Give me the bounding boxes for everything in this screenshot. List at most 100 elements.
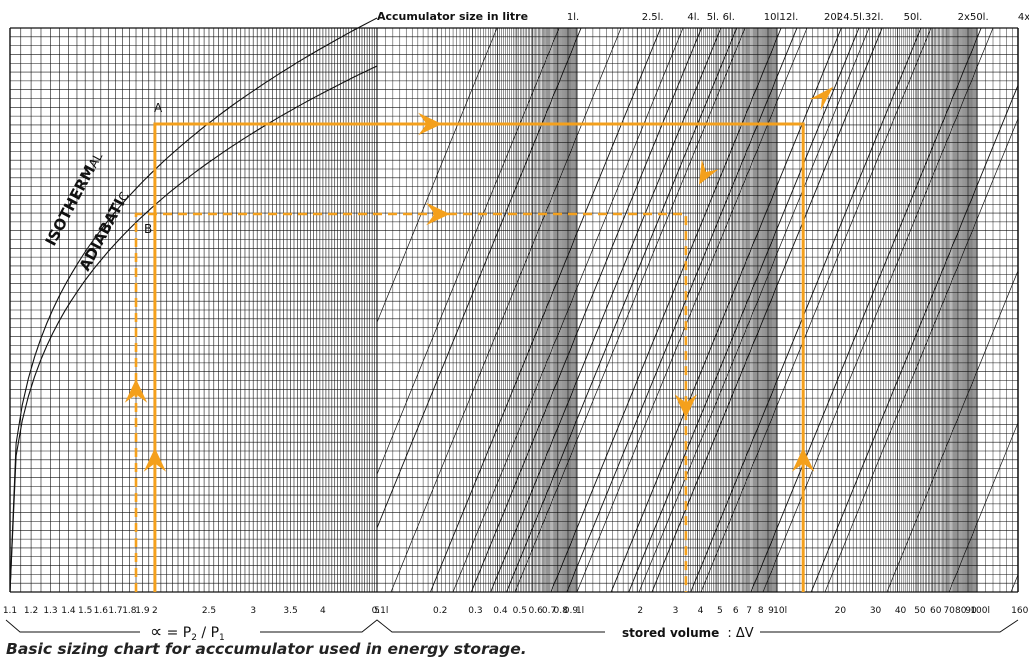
right-axis-label-main: stored volume bbox=[622, 626, 719, 640]
right-tick-label: 40 bbox=[895, 606, 907, 616]
right-tick-label: 1l bbox=[576, 606, 584, 616]
left-tick-label: 1.2 bbox=[24, 606, 38, 616]
right-tick-label: 80 bbox=[955, 606, 967, 616]
alpha-eq: = P bbox=[162, 625, 191, 641]
accumulator-size-label: 24.5l. bbox=[837, 12, 865, 23]
accumulator-size-label: 4l. bbox=[687, 12, 699, 23]
diagonal-line bbox=[638, 28, 870, 592]
right-tick-label: 10l bbox=[773, 606, 787, 616]
right-tick-label: 0.1l bbox=[372, 606, 389, 616]
left-tick-label: 1.7 bbox=[108, 606, 122, 616]
label-layer: 1l. 2.5l. 4l. 5l. 6l. 10l.12l. 20l.24.5l. 32l. 5… bbox=[3, 12, 1029, 633]
curve-label-adiabatic-main: ADIABATI bbox=[76, 196, 129, 274]
route-b-arrow-right bbox=[426, 202, 450, 226]
right-tick-label: 0.4 bbox=[493, 606, 508, 616]
right-tick-label: 8 bbox=[758, 606, 764, 616]
point-label-a: A bbox=[154, 101, 163, 115]
accumulator-size-label: 4x50l. bbox=[1018, 12, 1029, 23]
diagonal-line bbox=[824, 117, 1018, 592]
right-tick-label: 6 bbox=[733, 606, 739, 616]
right-tick-label: 60 bbox=[930, 606, 942, 616]
curve-layer bbox=[9, 17, 1018, 593]
diagonal-line bbox=[377, 28, 560, 476]
left-tick-label: 4 bbox=[320, 606, 326, 616]
route-a-arrow-diagonal bbox=[809, 86, 834, 111]
left-tick-label: 1.3 bbox=[43, 606, 57, 616]
accumulator-size-label: 20l. bbox=[824, 12, 843, 23]
route-a-arrow-up bbox=[143, 448, 167, 472]
left-tick-label: 1.8 bbox=[122, 606, 137, 616]
route-layer bbox=[124, 86, 834, 592]
accumulator-line bbox=[628, 28, 860, 592]
accumulator-size-label: 50l. bbox=[904, 12, 923, 23]
left-tick-label: 1.5 bbox=[78, 606, 92, 616]
accumulator-line bbox=[377, 28, 582, 530]
diagonal-line bbox=[390, 28, 622, 592]
accumulator-size-label: 6l. bbox=[723, 12, 735, 23]
diagonal-line bbox=[762, 28, 994, 592]
accumulator-size-label: 10l. bbox=[764, 12, 783, 23]
diagonal-line bbox=[576, 28, 808, 592]
right-tick-label: 0.8 bbox=[554, 606, 569, 616]
diagonal-line bbox=[514, 28, 746, 592]
right-tick-label: 50 bbox=[914, 606, 926, 616]
right-axis-label-tail: : ΔV bbox=[727, 626, 753, 641]
top-axis-title: Accumulator size in litre bbox=[377, 10, 528, 23]
left-tick-label: 5 bbox=[374, 606, 380, 616]
accumulator-line bbox=[750, 28, 982, 592]
accumulator-size-label: 2.5l. bbox=[642, 12, 664, 23]
right-tick-label: 5 bbox=[717, 606, 723, 616]
left-tick-label: 1.6 bbox=[94, 606, 109, 616]
right-tick-label: 2 bbox=[637, 606, 643, 616]
left-tick-label: 1.1 bbox=[3, 606, 17, 616]
right-tick-label: 9 bbox=[768, 606, 774, 616]
left-tick-label: 3.5 bbox=[283, 606, 297, 616]
adiabatic-curve bbox=[9, 65, 378, 593]
right-tick-label: 0.9 bbox=[564, 606, 579, 616]
right-tick-label: 20 bbox=[835, 606, 847, 616]
accumulator-line bbox=[651, 28, 883, 592]
accumulator-line bbox=[470, 28, 702, 592]
left-tick-label: 1.9 bbox=[135, 606, 150, 616]
right-tick-label: 4 bbox=[698, 606, 704, 616]
left-axis-label: ∝ = P2 / P1 bbox=[150, 622, 225, 643]
curve-label-isothermal-tail: AL bbox=[86, 150, 106, 170]
diagonal-line bbox=[700, 28, 932, 592]
left-tick-label: 3 bbox=[250, 606, 256, 616]
accumulator-size-label: 2x50l. bbox=[958, 12, 989, 23]
accumulator-line bbox=[550, 28, 782, 592]
figure-caption: Basic sizing chart for acccumulator used… bbox=[6, 640, 527, 658]
grid-layer bbox=[9, 27, 1019, 593]
accumulator-line bbox=[490, 28, 722, 592]
diagonal-line bbox=[886, 269, 1018, 592]
route-a-path bbox=[153, 122, 805, 592]
diagonal-line bbox=[452, 28, 684, 592]
alpha-slash: / P bbox=[197, 625, 219, 641]
alpha-symbol: ∝ bbox=[150, 622, 162, 642]
axis-brace bbox=[5, 619, 1019, 633]
accumulator-size-label: 5l. bbox=[707, 12, 719, 23]
right-tick-label: 3 bbox=[673, 606, 679, 616]
right-tick-label: 30 bbox=[870, 606, 882, 616]
accumulator-size-label: 1l. bbox=[567, 12, 579, 23]
route-a-arrow-return bbox=[791, 448, 815, 472]
diagonal-line bbox=[948, 421, 1018, 592]
route-b-arrow-down bbox=[674, 394, 698, 418]
right-tick-label: 160l bbox=[1011, 606, 1029, 616]
left-tick-label: 2 bbox=[152, 606, 158, 616]
accumulator-line bbox=[610, 28, 842, 592]
right-tick-label: 70 bbox=[943, 606, 955, 616]
diagonal-line bbox=[377, 28, 498, 324]
left-tick-label: 2.5 bbox=[202, 606, 216, 616]
accumulator-line bbox=[506, 28, 738, 592]
route-b-arrow-up bbox=[124, 379, 148, 403]
right-axis-label: stored volume : ΔV bbox=[622, 626, 754, 641]
route-a-arrow-right bbox=[418, 112, 442, 136]
left-tick-label: 1.4 bbox=[61, 606, 76, 616]
right-tick-label: 0.5 bbox=[513, 606, 527, 616]
route-b-arrow-diagonal bbox=[699, 159, 719, 185]
right-tick-label: 0.6 bbox=[529, 606, 544, 616]
accumulator-size-label: 12l. bbox=[780, 12, 799, 23]
point-label-b: B bbox=[144, 222, 152, 236]
